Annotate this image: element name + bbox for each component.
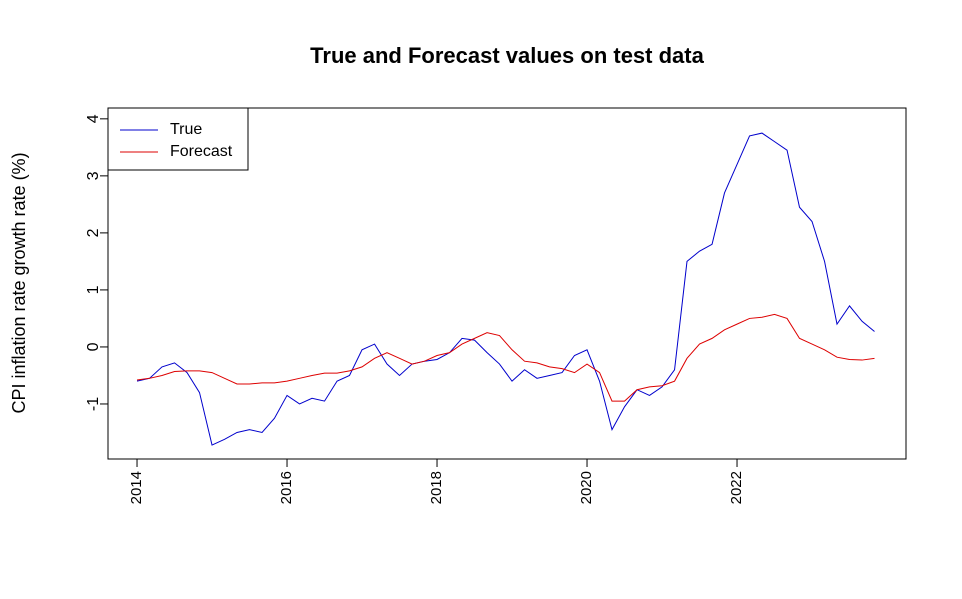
y-tick-label: 2: [85, 228, 102, 237]
series-line: [136, 132, 875, 446]
x-tick-label: 2016: [278, 471, 295, 504]
legend-label: Forecast: [170, 143, 233, 160]
plot-frame: [107, 107, 907, 460]
y-tick-label: 4: [85, 114, 102, 123]
x-tick-label: 2018: [428, 471, 445, 504]
chart-title: True and Forecast values on test data: [310, 43, 704, 68]
legend-box: [107, 107, 249, 171]
y-tick-label: 3: [85, 171, 102, 180]
legend-label: True: [170, 121, 202, 138]
y-tick-label: -1: [85, 397, 102, 411]
x-tick-label: 2022: [728, 471, 745, 504]
x-tick-label: 2020: [578, 471, 595, 504]
y-tick-label: 1: [85, 285, 102, 294]
y-tick-label: 0: [85, 342, 102, 351]
y-axis-label: CPI inflation rate growth rate (%): [9, 152, 29, 413]
x-tick-label: 2014: [128, 471, 145, 504]
series-line: [136, 313, 875, 402]
